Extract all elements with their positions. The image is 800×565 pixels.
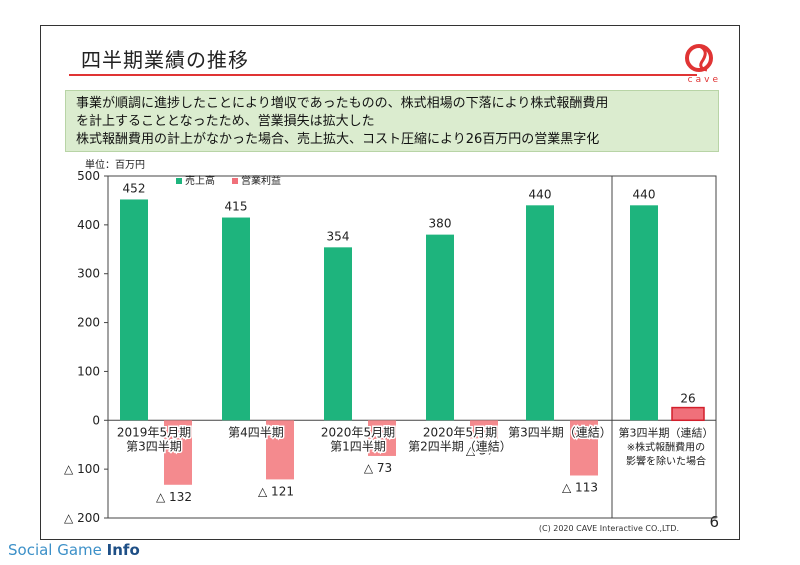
footer-brand: Social Game Info bbox=[8, 541, 140, 559]
legend-swatch-sales bbox=[176, 178, 182, 184]
x-category-label: 2020年5月期 bbox=[321, 425, 395, 439]
y-tick-label: △ 100 bbox=[64, 462, 100, 476]
profit-bar bbox=[266, 420, 294, 480]
profit-value-label: △ 132 bbox=[156, 490, 192, 504]
profit-value-label: △ 121 bbox=[258, 484, 294, 498]
plot-frame bbox=[107, 175, 717, 519]
sales-value-label: 415 bbox=[225, 200, 248, 214]
logo-text: cave bbox=[687, 75, 721, 85]
sales-bar bbox=[526, 205, 554, 421]
footer-brand-prefix: Social Game bbox=[8, 541, 107, 559]
sales-value-label: 440 bbox=[633, 187, 656, 201]
profit-value-label: △ 73 bbox=[364, 461, 392, 475]
sales-bar bbox=[426, 234, 454, 421]
title-rule bbox=[69, 74, 697, 76]
profit-bar bbox=[368, 420, 396, 456]
profit-bar bbox=[671, 406, 705, 422]
x-category-label: 第4四半期 bbox=[228, 425, 284, 439]
x-category-label: 第3四半期（連結） bbox=[508, 425, 612, 439]
footer-brand-bold: Info bbox=[106, 541, 140, 559]
cave-logo-icon bbox=[685, 44, 713, 72]
sales-value-label: 452 bbox=[123, 181, 146, 195]
profit-bar bbox=[164, 420, 192, 485]
sales-bar bbox=[120, 199, 148, 421]
x-category-label: 第1四半期 bbox=[330, 439, 386, 453]
x-category-label: 第3四半期（連結） bbox=[619, 425, 714, 439]
sales-bar bbox=[324, 247, 352, 421]
sales-value-label: 440 bbox=[529, 187, 552, 201]
profit-bar bbox=[470, 420, 498, 439]
summary-box: 事業が順調に進捗したことにより増収であったものの、株式相場の下落により株式報酬費… bbox=[65, 90, 719, 152]
y-tick-label: 0 bbox=[92, 413, 100, 427]
profit-value-label: 26 bbox=[680, 392, 695, 406]
x-category-label: 2019年5月期 bbox=[117, 425, 191, 439]
x-category-label: ※株式報酬費用の bbox=[627, 440, 705, 453]
sales-bar bbox=[222, 217, 250, 421]
x-category-label: 2020年5月期 bbox=[423, 425, 497, 439]
legend-swatch-profit bbox=[232, 178, 238, 184]
unit-label: 単位：百万円 bbox=[85, 160, 145, 171]
profit-value-label: △ 113 bbox=[562, 480, 598, 494]
y-tick-label: 100 bbox=[77, 364, 100, 378]
copyright: (C) 2020 CAVE Interactive CO.,LTD. bbox=[538, 524, 679, 533]
page-number: 6 bbox=[709, 513, 719, 531]
x-category-label: 第2四半期（連結） bbox=[408, 439, 512, 453]
sales-bar bbox=[630, 205, 658, 421]
y-tick-label: △ 200 bbox=[64, 511, 100, 525]
summary-line: 株式報酬費用の計上がなかった場合、売上拡大、コスト圧縮により26百万円の営業黒字… bbox=[76, 132, 600, 147]
legend-label-profit: 営業利益 bbox=[241, 174, 281, 187]
slide-title: 四半期業績の推移 bbox=[81, 48, 249, 72]
y-tick-label: 400 bbox=[77, 218, 100, 232]
sales-value-label: 354 bbox=[327, 229, 350, 243]
profit-value-label: △ 37 bbox=[466, 443, 494, 457]
profit-bar bbox=[570, 420, 598, 476]
sales-value-label: 380 bbox=[429, 217, 452, 231]
summary-line: 事業が順調に進捗したことにより増収であったものの、株式相場の下落により株式報酬費… bbox=[76, 96, 609, 111]
x-category-label: 第3四半期 bbox=[126, 439, 182, 453]
x-category-label: 影響を除いた場合 bbox=[626, 454, 706, 467]
legend-label-sales: 売上高 bbox=[185, 174, 215, 187]
y-tick-label: 500 bbox=[77, 169, 100, 183]
y-tick-label: 200 bbox=[77, 316, 100, 330]
y-tick-label: 300 bbox=[77, 267, 100, 281]
summary-line: を計上することとなったため、営業損失は拡大した bbox=[76, 114, 375, 129]
